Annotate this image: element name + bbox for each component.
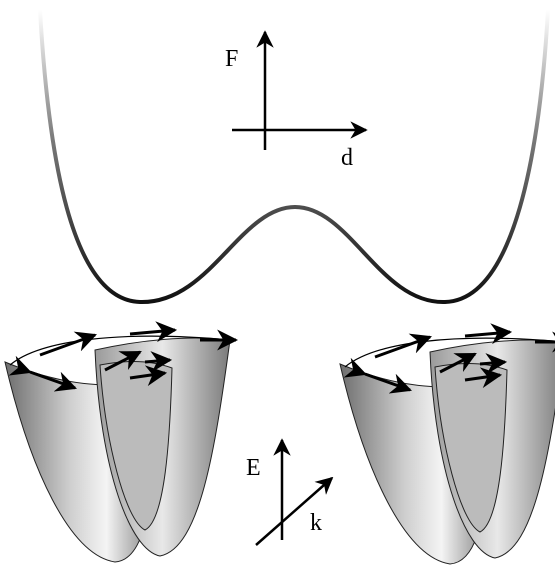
- top-axes: [232, 32, 366, 150]
- left-band-cone: [5, 330, 236, 562]
- diagram: F d E k: [0, 0, 555, 567]
- axis-label: E: [246, 455, 261, 481]
- axis-label: F: [225, 46, 238, 72]
- right-band-cone: [340, 332, 555, 564]
- axis-label: k: [310, 510, 322, 536]
- double-well-curve: [40, 10, 548, 302]
- axis-label: d: [341, 145, 353, 171]
